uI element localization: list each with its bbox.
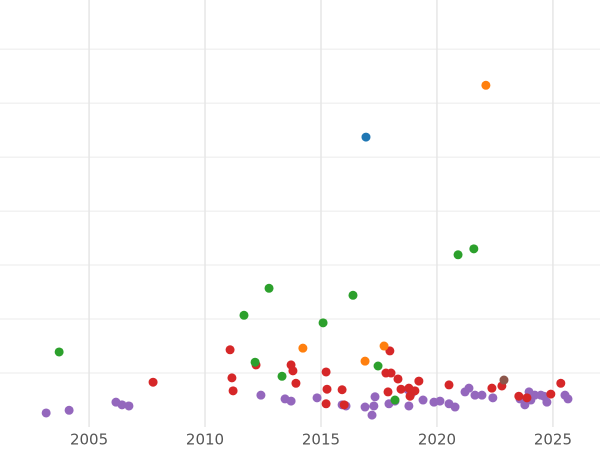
point bbox=[369, 401, 379, 411]
point bbox=[444, 380, 454, 390]
point bbox=[477, 390, 487, 400]
point bbox=[322, 384, 332, 394]
point bbox=[556, 378, 566, 388]
point bbox=[288, 366, 298, 376]
point bbox=[563, 394, 573, 404]
point bbox=[250, 357, 260, 367]
x-tick-label: 2010 bbox=[186, 431, 224, 449]
point bbox=[321, 367, 331, 377]
point bbox=[228, 386, 238, 396]
point bbox=[348, 290, 358, 300]
point bbox=[64, 405, 74, 415]
point bbox=[390, 395, 400, 405]
point bbox=[227, 373, 237, 383]
point bbox=[361, 132, 371, 142]
point bbox=[542, 397, 552, 407]
point bbox=[499, 375, 509, 385]
point bbox=[379, 341, 389, 351]
point bbox=[339, 400, 349, 410]
x-tick-label: 2020 bbox=[418, 431, 456, 449]
point bbox=[312, 393, 322, 403]
point bbox=[453, 250, 463, 260]
point bbox=[469, 244, 479, 254]
point bbox=[546, 389, 556, 399]
point bbox=[124, 401, 134, 411]
point bbox=[277, 371, 287, 381]
x-tick-label: 2015 bbox=[302, 431, 340, 449]
point bbox=[373, 361, 383, 371]
point bbox=[360, 402, 370, 412]
point bbox=[337, 385, 347, 395]
point bbox=[410, 386, 420, 396]
point bbox=[393, 374, 403, 384]
point bbox=[370, 392, 380, 402]
point bbox=[286, 396, 296, 406]
point bbox=[383, 387, 393, 397]
point bbox=[520, 400, 530, 410]
point bbox=[404, 401, 414, 411]
point bbox=[264, 283, 274, 293]
point bbox=[418, 395, 428, 405]
point bbox=[470, 390, 480, 400]
point bbox=[450, 402, 460, 412]
point bbox=[298, 343, 308, 353]
point bbox=[41, 408, 51, 418]
point bbox=[291, 378, 301, 388]
point bbox=[54, 347, 64, 357]
point bbox=[522, 393, 532, 403]
point bbox=[256, 390, 266, 400]
x-tick-label: 2025 bbox=[534, 431, 572, 449]
point bbox=[464, 383, 474, 393]
point bbox=[386, 368, 396, 378]
point bbox=[117, 400, 127, 410]
point bbox=[435, 396, 445, 406]
point bbox=[514, 391, 524, 401]
point bbox=[318, 318, 328, 328]
point bbox=[225, 345, 235, 355]
point bbox=[239, 310, 249, 320]
point bbox=[396, 384, 406, 394]
point bbox=[360, 356, 370, 366]
point bbox=[481, 80, 491, 90]
point bbox=[148, 377, 158, 387]
point bbox=[414, 376, 424, 386]
x-tick-label: 2005 bbox=[70, 431, 108, 449]
point bbox=[321, 399, 331, 409]
point bbox=[487, 383, 497, 393]
point bbox=[367, 410, 377, 420]
point bbox=[488, 393, 498, 403]
